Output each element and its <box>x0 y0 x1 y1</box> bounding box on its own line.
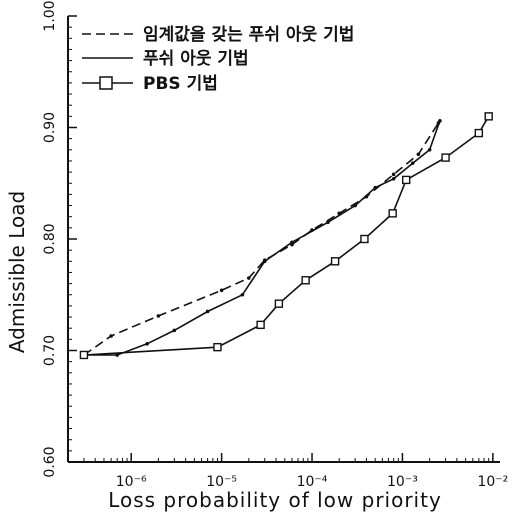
square-marker <box>401 175 411 185</box>
series-line-3 <box>83 115 490 356</box>
dot-marker <box>262 259 267 264</box>
y-tick-label: 0.60 <box>42 446 58 477</box>
square-marker <box>330 257 340 266</box>
square-marker <box>360 234 369 244</box>
dot-marker <box>156 314 161 318</box>
dot-marker <box>416 152 421 157</box>
dot-marker <box>410 161 415 165</box>
dot-marker <box>240 292 245 297</box>
dot-marker <box>391 176 396 181</box>
x-tick-label: 10⁻³ <box>387 474 418 490</box>
dot-marker <box>438 119 442 123</box>
dot-marker <box>427 148 432 152</box>
series-line-2 <box>83 120 441 356</box>
dot-marker <box>247 276 251 280</box>
x-tick-label: 10⁻⁵ <box>206 474 237 490</box>
dot-marker <box>115 353 119 357</box>
y-axis-title: Admissible Load <box>5 191 29 353</box>
square-marker <box>388 209 397 218</box>
square-marker <box>441 153 450 162</box>
x-ticks: 10⁻⁶ 10⁻⁵ 10⁻⁴ 10⁻³ 10⁻² <box>116 453 508 490</box>
legend-label-1: 임계값을 갖는 푸쉬 아웃 기법 <box>143 24 354 45</box>
series-line-1 <box>83 122 440 356</box>
y-tick-label: 0.80 <box>42 223 58 254</box>
x-tick-label: 10⁻⁶ <box>116 474 147 490</box>
x-tick-label: 10⁻⁴ <box>297 474 328 490</box>
y-tick-label: 1.00 <box>42 0 58 31</box>
dot-marker <box>373 185 378 190</box>
dot-marker <box>109 334 113 338</box>
y-tick-label: 0.90 <box>42 112 58 143</box>
dot-marker <box>391 172 396 177</box>
square-marker <box>256 320 265 330</box>
legend-label-3: PBS 기법 <box>143 74 218 94</box>
dot-marker <box>172 328 177 333</box>
square-marker <box>274 299 284 308</box>
dot-marker <box>145 342 149 346</box>
y-ticks: 0.60 0.70 0.80 0.90 1.00 <box>42 0 77 478</box>
dot-marker <box>353 203 357 208</box>
x-tick-label: 10⁻² <box>477 474 508 490</box>
square-marker <box>484 112 493 121</box>
legend-label-2: 푸쉬 아웃 기법 <box>143 49 249 69</box>
square-marker <box>79 350 89 360</box>
dot-marker <box>326 220 330 225</box>
dot-marker <box>205 309 210 314</box>
square-marker <box>474 128 484 138</box>
square-marker <box>301 276 310 285</box>
x-axis-title: Loss probability of low priority <box>108 488 442 512</box>
series-layer <box>79 112 493 360</box>
square-marker <box>213 342 222 352</box>
dot-marker <box>219 288 224 293</box>
legend-square-marker <box>99 76 113 90</box>
y-tick-label: 0.70 <box>42 335 58 366</box>
dot-marker <box>290 240 294 245</box>
